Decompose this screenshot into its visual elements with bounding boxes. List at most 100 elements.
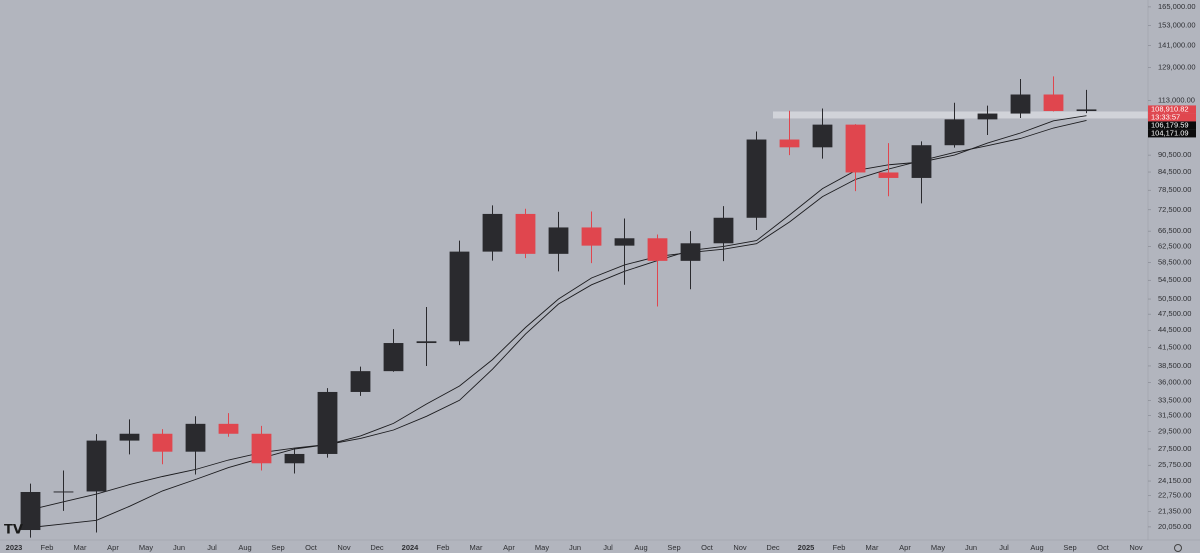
y-tick-label: 58,500.00 [1158,258,1191,267]
candle-body [383,343,404,372]
x-tick-label: 2025 [798,543,815,552]
candle-body [515,213,536,254]
y-tick-label: 36,000.00 [1158,378,1191,387]
x-tick-label: Apr [899,543,911,552]
y-tick-label: 129,000.00 [1158,63,1196,72]
countdown-box [1148,113,1196,122]
x-tick-label: 2023 [6,543,23,552]
candle-body [713,217,734,244]
candle-body [119,433,140,441]
y-tick-label: 165,000.00 [1158,2,1196,11]
y-tick-label: 66,500.00 [1158,226,1191,235]
candle-body [1010,94,1031,114]
candle-body [647,238,668,261]
y-tick-label: 22,750.00 [1158,491,1191,500]
y-tick-label: 33,500.00 [1158,395,1191,404]
x-tick-label: Mar [470,543,483,552]
candle-body [218,423,239,434]
y-tick-label: 29,500.00 [1158,427,1191,436]
x-tick-label: Sep [271,543,284,552]
candle-body [548,227,569,254]
candle-body [746,139,767,218]
y-tick-label: 25,750.00 [1158,460,1191,469]
candle-body [581,227,602,246]
x-tick-label: Jun [569,543,581,552]
x-tick-label: Aug [1030,543,1043,552]
candle-body [911,145,932,178]
candle-body [614,238,635,246]
candle-body [680,243,701,261]
y-tick-label: 47,500.00 [1158,309,1191,318]
x-tick-label: Nov [1129,543,1143,552]
candle-body [317,391,338,454]
x-tick-label: Apr [503,543,515,552]
candle-body [284,453,305,464]
x-tick-label: Sep [667,543,680,552]
candle-body [185,423,206,452]
candle-body [482,213,503,252]
x-tick-label: Oct [701,543,714,552]
y-tick-label: 27,500.00 [1158,444,1191,453]
y-tick-label: 41,500.00 [1158,342,1191,351]
candle-body [1076,109,1097,112]
candle-body [1043,94,1064,112]
candle-body [977,113,998,120]
x-tick-label: Feb [41,543,54,552]
resistance-zone [773,111,1148,119]
y-tick-label: 62,500.00 [1158,241,1191,250]
x-tick-label: Jun [173,543,185,552]
x-tick-label: Aug [238,543,251,552]
x-tick-label: Nov [733,543,747,552]
x-tick-label: Feb [833,543,846,552]
candle-body [449,251,470,342]
y-tick-label: 90,500.00 [1158,150,1191,159]
x-tick-label: May [931,543,945,552]
x-tick-label: Dec [370,543,384,552]
x-tick-label: Oct [1097,543,1110,552]
y-tick-label: 54,500.00 [1158,275,1191,284]
countdown-label: 13:33:57 [1151,112,1180,121]
ma-label-box [1148,121,1196,130]
candle-body [350,371,371,392]
price-label-box [1148,105,1196,114]
x-tick-label: Sep [1063,543,1076,552]
x-tick-label: Jul [207,543,217,552]
y-tick-label: 50,500.00 [1158,294,1191,303]
x-tick-label: Apr [107,543,119,552]
y-tick-label: 20,050.00 [1158,522,1191,531]
settings-icon[interactable] [1174,544,1182,552]
x-tick-label: 2024 [402,543,420,552]
x-tick-label: Jul [999,543,1009,552]
moving-average-line [30,115,1087,511]
candle-body [944,119,965,146]
y-tick-label: 38,500.00 [1158,361,1191,370]
candle-body [878,172,899,178]
candle-body [86,440,107,492]
ma-label-box [1148,129,1196,138]
x-tick-label: Mar [74,543,87,552]
y-tick-label: 84,500.00 [1158,167,1191,176]
ma-label: 106,179.59 [1151,120,1189,129]
x-tick-label: Mar [866,543,879,552]
x-tick-label: Nov [337,543,351,552]
x-tick-label: Jun [965,543,977,552]
candle-body [812,124,833,148]
y-tick-label: 44,500.00 [1158,325,1191,334]
y-tick-label: 141,000.00 [1158,41,1196,50]
x-tick-label: Dec [766,543,780,552]
x-tick-label: May [535,543,549,552]
candle-body [416,341,437,344]
logo: 𝗧𝗩 [4,521,23,536]
y-tick-label: 153,000.00 [1158,21,1196,30]
candle-body [53,491,74,493]
candle-body [845,124,866,173]
x-tick-label: Oct [305,543,318,552]
y-tick-label: 24,150.00 [1158,476,1191,485]
x-tick-label: Jul [603,543,613,552]
y-tick-label: 78,500.00 [1158,185,1191,194]
moving-average-line [30,119,1087,528]
y-tick-label: 21,350.00 [1158,506,1191,515]
